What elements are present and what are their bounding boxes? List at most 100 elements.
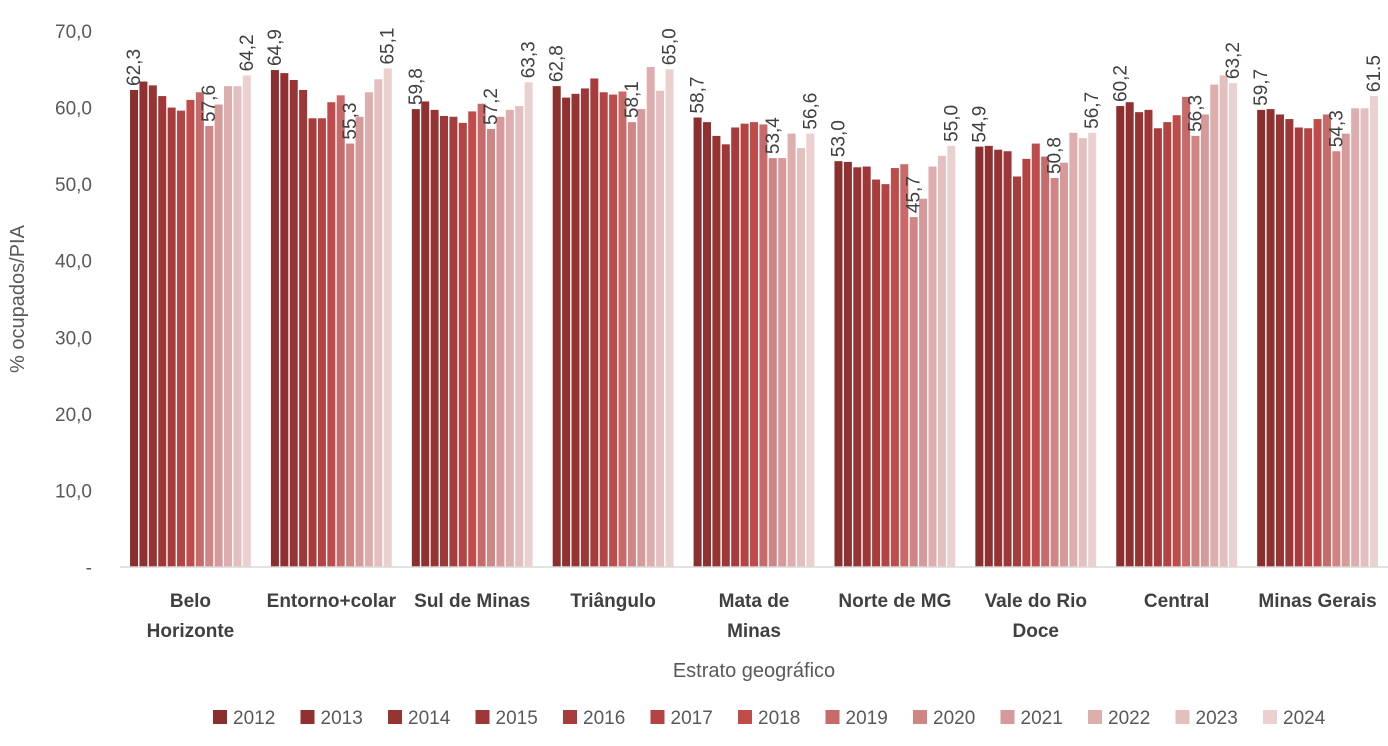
bar bbox=[214, 104, 223, 567]
bar bbox=[487, 129, 496, 567]
bar bbox=[1275, 114, 1284, 568]
bar bbox=[1135, 112, 1144, 568]
bar bbox=[440, 115, 449, 568]
category-labels: Belo Horizonte Entorno+colar Sul de Minas Tr… bbox=[147, 591, 1377, 642]
bar bbox=[627, 122, 636, 568]
bars bbox=[130, 66, 1378, 568]
bar bbox=[233, 86, 242, 567]
bar bbox=[1041, 156, 1050, 567]
legend-label: 2014 bbox=[408, 708, 451, 729]
data-label: 64,9 bbox=[265, 29, 286, 66]
bar bbox=[975, 146, 984, 567]
bar bbox=[994, 149, 1003, 567]
data-label: 64,2 bbox=[237, 34, 258, 71]
x-axis-title: Estrato geográfico bbox=[673, 660, 835, 682]
bar bbox=[599, 92, 608, 567]
bar bbox=[374, 79, 383, 568]
bar bbox=[1294, 127, 1303, 567]
data-label: 54,9 bbox=[969, 106, 990, 143]
data-label: 63,3 bbox=[519, 41, 540, 78]
bar bbox=[552, 86, 561, 567]
legend-swatch bbox=[475, 710, 490, 724]
bar bbox=[1257, 109, 1266, 568]
bar bbox=[1022, 158, 1031, 567]
legend-label: 2024 bbox=[1283, 708, 1326, 729]
data-label: 65,0 bbox=[660, 28, 681, 65]
legend-swatch bbox=[825, 710, 840, 724]
bar bbox=[496, 116, 505, 567]
bar bbox=[1200, 114, 1209, 568]
bar bbox=[881, 184, 890, 567]
bar bbox=[1219, 75, 1228, 567]
legend-label: 2020 bbox=[933, 708, 975, 729]
bar bbox=[1313, 119, 1322, 567]
y-tick-label: 30,0 bbox=[55, 328, 92, 349]
bar bbox=[299, 89, 308, 568]
data-label: 54,3 bbox=[1326, 110, 1347, 147]
data-label: 63,2 bbox=[1223, 42, 1244, 79]
bar bbox=[1229, 83, 1238, 567]
bar bbox=[224, 86, 233, 567]
bar bbox=[1351, 108, 1360, 567]
y-tick-label: 60,0 bbox=[55, 99, 92, 120]
bar bbox=[843, 161, 852, 567]
bar bbox=[458, 122, 467, 567]
bar bbox=[505, 109, 514, 568]
bar bbox=[130, 89, 139, 568]
data-label: 50,8 bbox=[1045, 137, 1066, 174]
legend: 2012 2013 2014 2015 2016 2017 2018 2019 2020 2021… bbox=[213, 708, 1326, 729]
y-tick-label: 70,0 bbox=[55, 22, 92, 43]
bar bbox=[336, 95, 345, 567]
bar bbox=[721, 144, 730, 567]
legend-label: 2019 bbox=[846, 708, 888, 729]
bar bbox=[937, 155, 946, 567]
bar bbox=[1031, 143, 1040, 567]
bar bbox=[139, 81, 148, 567]
bar bbox=[928, 166, 937, 567]
bar bbox=[1210, 84, 1219, 567]
bar bbox=[1059, 162, 1068, 567]
bar bbox=[280, 73, 289, 568]
data-label: 45,7 bbox=[904, 176, 925, 213]
bar bbox=[1144, 109, 1153, 568]
bar bbox=[862, 166, 871, 567]
bar bbox=[890, 168, 899, 567]
legend-label: 2015 bbox=[496, 708, 538, 729]
data-label: 62,8 bbox=[547, 45, 568, 82]
bar bbox=[186, 99, 195, 567]
bar bbox=[787, 133, 796, 568]
data-label: 58,7 bbox=[688, 77, 709, 114]
category-label: Minas bbox=[727, 621, 781, 642]
category-label: Minas Gerais bbox=[1258, 591, 1376, 612]
legend-swatch bbox=[738, 710, 752, 724]
bar bbox=[872, 179, 881, 568]
data-label: 53,4 bbox=[763, 117, 784, 154]
bar bbox=[1266, 109, 1275, 567]
data-labels: 62,3 57,6 64,2 64,9 55,3 65,1 59,8 57,2 63,3 62,8… bbox=[124, 28, 1385, 214]
bar bbox=[806, 133, 815, 568]
legend-label: 2012 bbox=[233, 708, 275, 729]
bar bbox=[421, 101, 430, 567]
legend-label: 2018 bbox=[758, 708, 800, 729]
category-label: Norte de MG bbox=[838, 591, 951, 612]
bar bbox=[449, 116, 458, 567]
bar bbox=[383, 68, 392, 568]
bar bbox=[665, 69, 674, 567]
bar bbox=[693, 117, 702, 567]
bar bbox=[1285, 119, 1294, 567]
bar bbox=[618, 91, 627, 568]
bar bbox=[740, 123, 749, 568]
bar bbox=[1172, 115, 1181, 567]
bar bbox=[1369, 96, 1378, 567]
bar bbox=[1069, 132, 1078, 567]
bar bbox=[984, 145, 993, 568]
bar bbox=[1125, 102, 1134, 568]
bar bbox=[853, 167, 862, 568]
legend-swatch bbox=[1263, 710, 1277, 724]
data-label: 62,3 bbox=[124, 49, 145, 86]
legend-label: 2017 bbox=[671, 708, 713, 729]
y-axis-title: % ocupados/PIA bbox=[7, 224, 29, 373]
bar bbox=[1012, 176, 1021, 568]
